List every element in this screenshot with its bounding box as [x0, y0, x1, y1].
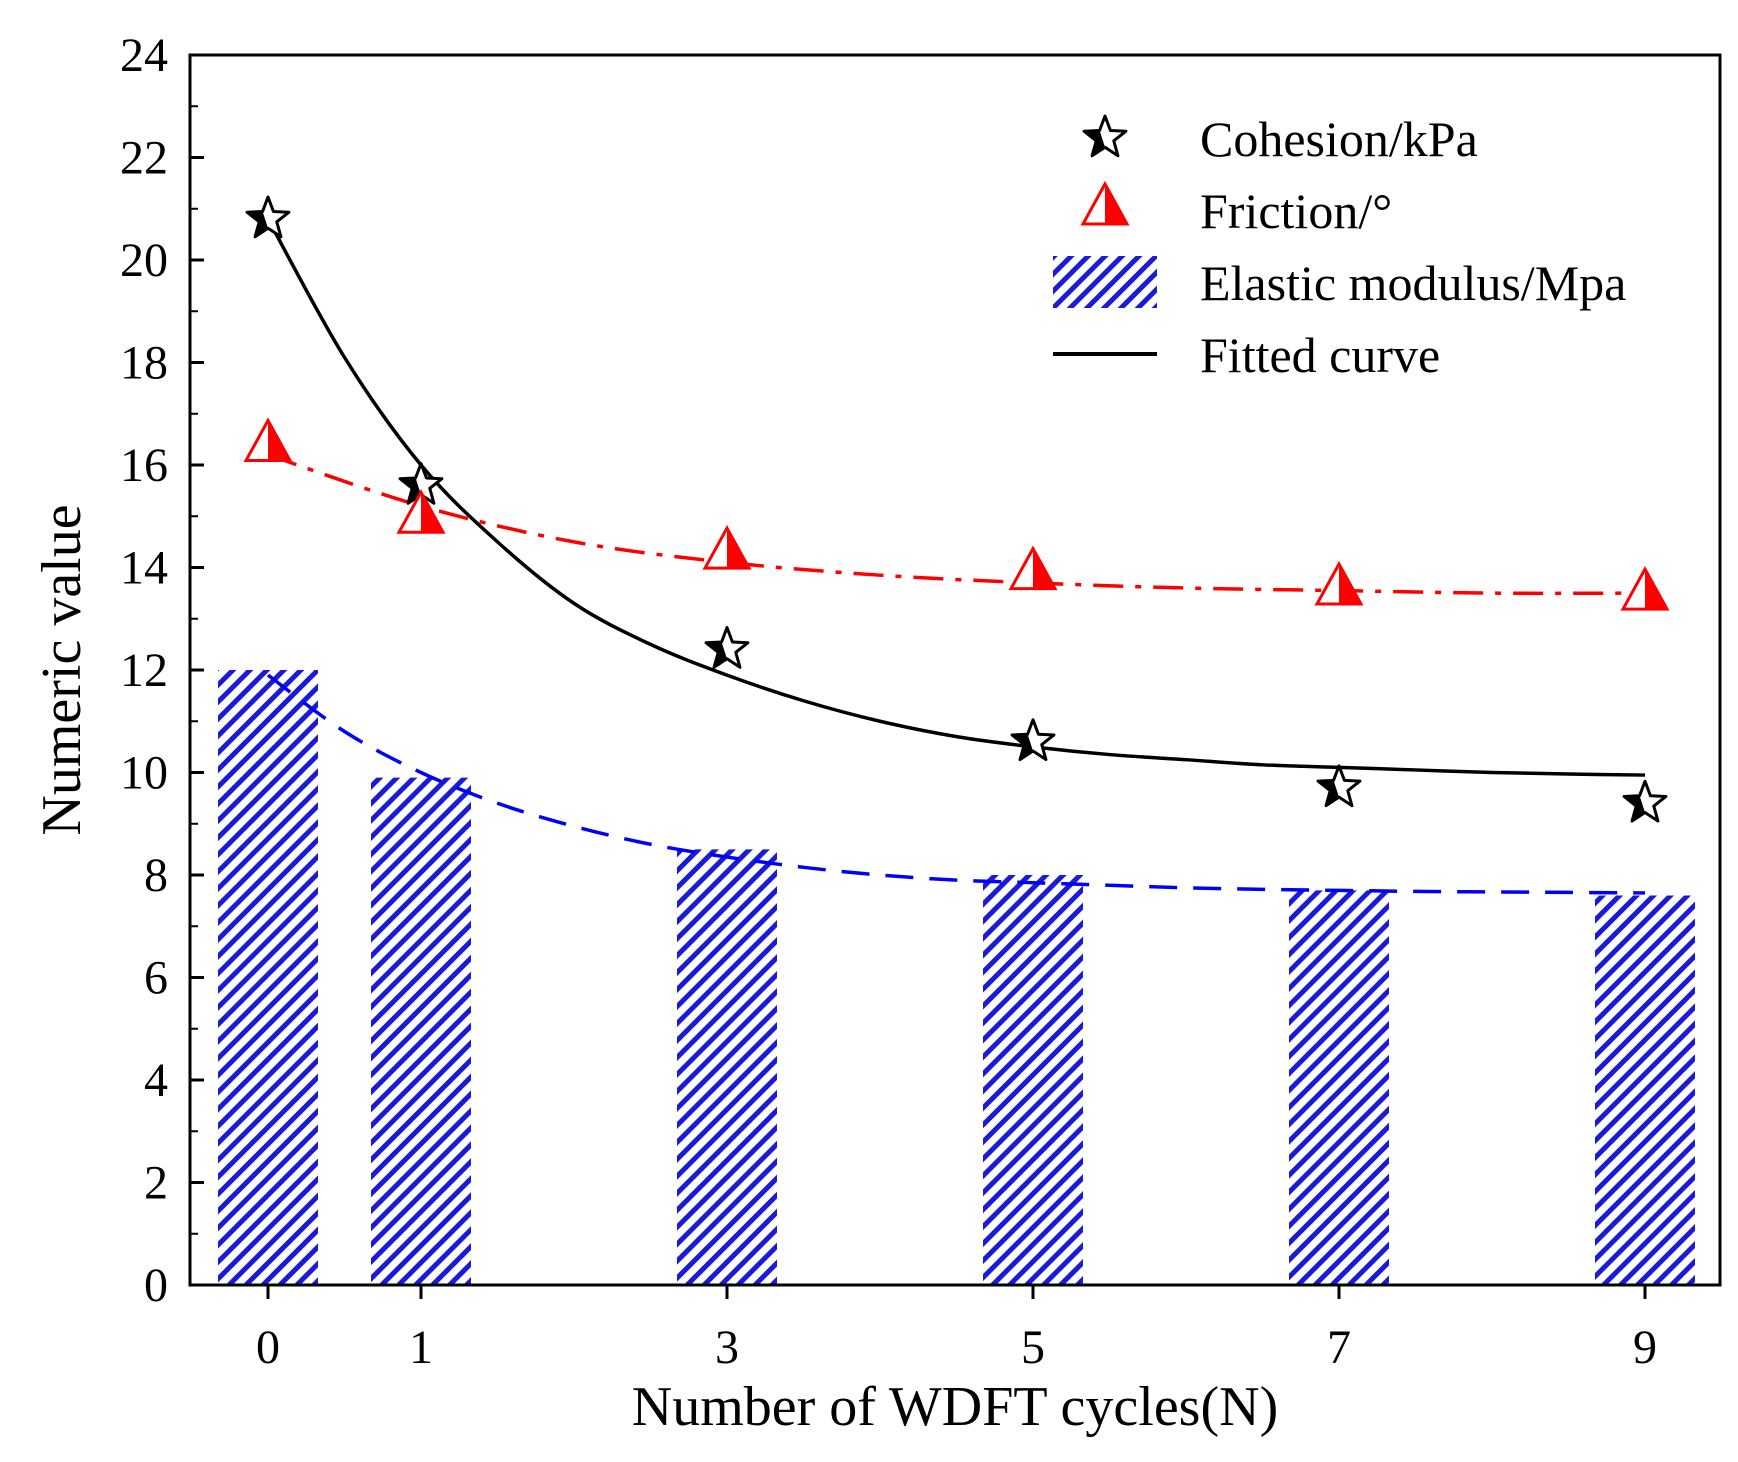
x-tick-label-1: 1: [409, 1321, 433, 1374]
cohesion-star-marker-9-fill: [1624, 781, 1645, 822]
legend-swatch-cohesion: [1082, 114, 1128, 158]
y-tick-label-0: 0: [144, 1259, 168, 1312]
friction-triangle-marker-9: [1620, 566, 1670, 611]
friction-triangle-marker-5: [1008, 545, 1058, 591]
y-tick-label-4: 4: [144, 1054, 168, 1107]
legend-label-friction: Friction/°: [1200, 183, 1392, 239]
cohesion-star-marker-5: [1010, 718, 1056, 762]
legend-label-cohesion: Cohesion/kPa: [1200, 111, 1478, 167]
curves-layer: [266, 218, 1646, 895]
friction-triangle-marker-5-fill: [1033, 548, 1055, 589]
bar-elastic-modulus-1: [371, 777, 471, 1285]
cohesion-star-marker-0: [245, 195, 291, 239]
y-tick-label-2: 2: [144, 1157, 168, 1210]
y-tick-label-14: 14: [120, 542, 168, 595]
y-tick-label-10: 10: [120, 747, 168, 800]
y-tick-label-6: 6: [144, 952, 168, 1005]
friction-triangle-marker-1: [396, 489, 446, 534]
cohesion-star-marker-0-fill: [247, 197, 268, 237]
y-tick-label-24: 24: [120, 29, 168, 82]
x-tick-label-3: 3: [715, 1321, 739, 1374]
cohesion-star-marker-1-fill: [400, 463, 421, 504]
bar-elastic-modulus-5: [983, 875, 1083, 1285]
friction-triangle-marker-3-fill: [727, 528, 749, 569]
friction-triangle-marker-3: [702, 525, 752, 570]
y-tick-label-16: 16: [120, 439, 168, 492]
x-tick-label-0: 0: [256, 1321, 280, 1374]
bar-elastic-modulus-3: [677, 849, 777, 1285]
x-tick-label-9: 9: [1633, 1321, 1657, 1374]
cohesion-star-marker-5-fill: [1012, 719, 1033, 760]
cohesion-star-marker-3-fill: [706, 627, 727, 668]
friction-triangle-marker-7-fill: [1339, 564, 1361, 604]
friction-triangle-marker-0: [243, 417, 293, 462]
y-axis-label: Numeric value: [31, 504, 93, 835]
legend-swatch-cohesion-fill: [1084, 116, 1105, 156]
legend-label-fitted-curve: Fitted curve: [1200, 327, 1440, 383]
y-tick-label-12: 12: [120, 644, 168, 697]
friction-triangle-marker-7: [1314, 560, 1364, 606]
friction-triangle-marker-9-fill: [1645, 569, 1667, 610]
bar-elastic-modulus-7: [1289, 890, 1389, 1285]
friction-triangle-marker-1-fill: [421, 492, 443, 533]
legend-swatch-elastic-modulus: [1053, 256, 1157, 308]
y-tick-label-18: 18: [120, 337, 168, 390]
x-axis: 0 1 3 5 7 9: [256, 1285, 1657, 1374]
legend-swatch-friction-fill: [1105, 184, 1127, 224]
x-tick-label-5: 5: [1021, 1321, 1045, 1374]
markers-layer: [243, 195, 1670, 823]
y-tick-label-8: 8: [144, 849, 168, 902]
cohesion-star-marker-3: [704, 626, 750, 669]
friction-triangle-marker-0-fill: [268, 420, 290, 461]
cohesion-star-marker-7: [1316, 764, 1362, 808]
bar-elastic-modulus-0: [218, 670, 318, 1285]
x-axis-label: Number of WDFT cycles(N): [632, 1376, 1278, 1438]
bar-elastic-modulus-9: [1595, 895, 1695, 1285]
legend: Cohesion/kPa Friction/° Elastic modulus/Mp…: [1053, 111, 1626, 383]
bars-layer: [218, 670, 1695, 1285]
fitted-curve-cohesion: [266, 218, 1646, 777]
legend-label-elastic-modulus: Elastic modulus/Mpa: [1200, 255, 1626, 311]
y-tick-label-20: 20: [120, 234, 168, 287]
legend-swatch-friction: [1080, 180, 1130, 226]
x-tick-label-7: 7: [1327, 1321, 1351, 1374]
fitted-curve-elastic-modulus: [266, 673, 1646, 895]
cohesion-star-marker-9: [1622, 779, 1668, 823]
y-tick-label-22: 22: [120, 132, 168, 185]
cohesion-star-marker-7-fill: [1318, 765, 1339, 806]
fitted-curve-friction: [267, 453, 1646, 596]
